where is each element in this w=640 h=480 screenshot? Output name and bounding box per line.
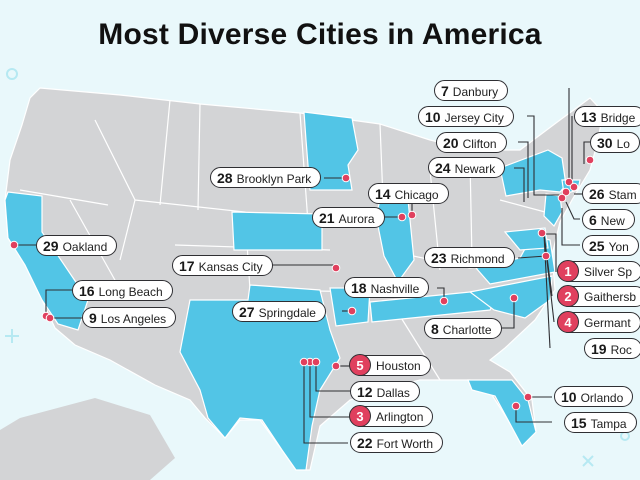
city-label-tampa: 15 Tampa	[564, 412, 637, 433]
city-dot-brooklyn-park	[341, 173, 351, 183]
city-label-fort-worth: 22 Fort Worth	[350, 432, 444, 453]
city-label-silver-spring: 1 Silver Sp	[557, 260, 640, 282]
city-label-bridgeport: 13 Bridge	[574, 106, 640, 127]
city-dot-charlotte	[509, 293, 519, 303]
city-label-houston: 5 Houston	[349, 354, 431, 376]
city-label-dallas: 12 Dallas	[350, 381, 420, 402]
city-dot-bridgeport	[569, 182, 579, 192]
state-california	[4, 191, 89, 331]
city-dot-new-york	[557, 193, 567, 203]
city-dot-oakland	[9, 240, 19, 250]
city-label-nashville: 18 Nashville	[344, 277, 430, 298]
city-label-springdale: 27 Springdale	[232, 301, 326, 322]
city-dot-fort-worth	[299, 357, 309, 367]
city-label-newark: 24 Newark	[428, 157, 506, 178]
city-label-jersey-city: 10 Jersey City	[418, 106, 514, 127]
state-maryland	[503, 227, 549, 251]
state-new-jersey	[543, 193, 563, 227]
city-dot-nashville	[439, 296, 449, 306]
city-dot-richmond	[541, 251, 551, 261]
city-label-orlando: 10 Orlando	[554, 386, 634, 407]
city-label-gaithersburg: 2 Gaithersb	[557, 285, 640, 307]
city-label-rockville: 19 Roc	[584, 338, 640, 359]
city-label-kansas-city: 17 Kansas City	[172, 255, 273, 276]
city-label-long-beach: 16 Long Beach	[72, 280, 173, 301]
city-dot-chicago	[407, 210, 417, 220]
city-label-los-angeles: 9 Los Angeles	[82, 307, 177, 328]
city-dot-arlington	[311, 357, 321, 367]
city-label-richmond: 23 Richmond	[424, 247, 515, 268]
state-kansas	[231, 211, 323, 251]
city-dot-houston	[331, 361, 341, 371]
city-dot-los-angeles	[45, 313, 55, 323]
city-dot-kansas-city	[331, 263, 341, 273]
highlighted-states	[4, 111, 581, 471]
city-dot-aurora	[397, 212, 407, 222]
city-label-oakland: 29 Oakland	[36, 235, 118, 256]
city-label-charlotte: 8 Charlotte	[424, 318, 502, 339]
city-dot-danbury	[564, 177, 574, 187]
city-label-clifton: 20 Clifton	[436, 132, 507, 153]
city-dot-orlando	[523, 392, 533, 402]
city-dot-stamford	[561, 187, 571, 197]
city-label-new-york: 6 New	[582, 209, 635, 230]
city-label-yonkers: 25 Yon	[582, 235, 639, 256]
state-florida	[467, 379, 537, 447]
city-label-danbury: 7 Danbury	[434, 80, 509, 101]
city-label-stamford: 26 Stam	[582, 183, 640, 204]
city-label-arlington: 3 Arlington	[349, 405, 434, 427]
map-title: Most Diverse Cities in America	[98, 18, 542, 51]
city-label-germantown: 4 Germant	[557, 311, 640, 333]
city-dot-lowell	[585, 155, 595, 165]
city-dot-tampa	[511, 401, 521, 411]
city-label-lowell: 30 Lo	[590, 132, 640, 153]
city-dot-springdale	[347, 306, 357, 316]
city-label-aurora: 21 Aurora	[312, 207, 385, 228]
city-label-chicago: 14 Chicago	[368, 183, 449, 204]
city-dots	[9, 155, 595, 411]
city-label-brooklyn-park: 28 Brooklyn Park	[210, 167, 322, 188]
alaska	[0, 398, 175, 480]
city-dot-dc-area	[537, 228, 547, 238]
state-texas	[179, 284, 341, 471]
